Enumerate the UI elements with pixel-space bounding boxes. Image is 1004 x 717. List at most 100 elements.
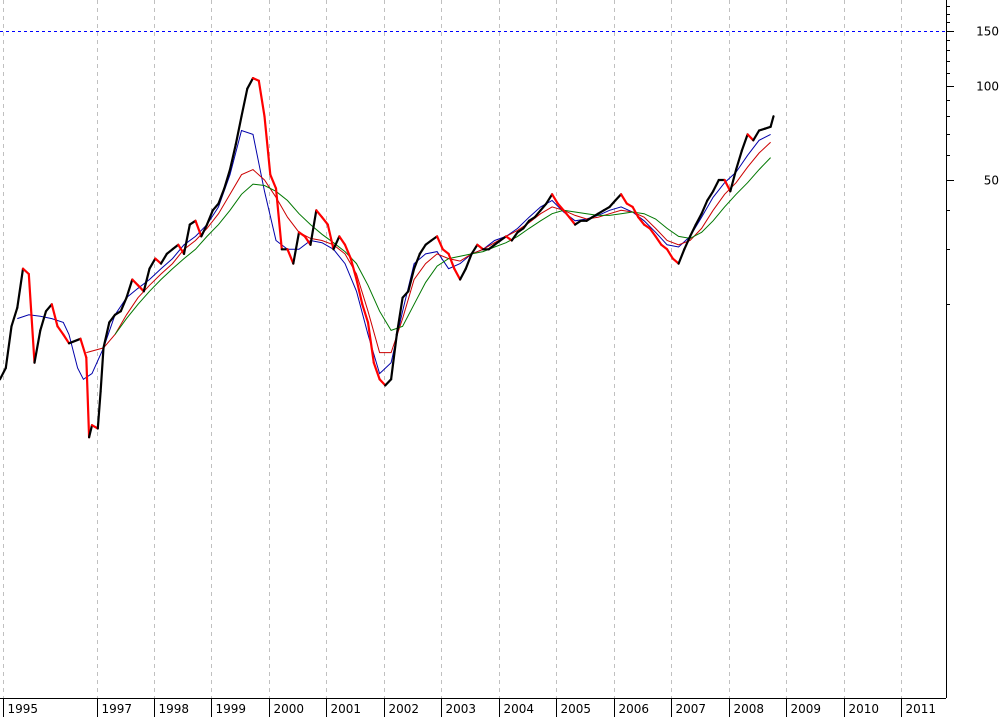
- price-segment: [194, 219, 203, 238]
- price-segment: [292, 231, 301, 265]
- price-segment: [263, 115, 272, 176]
- x-tick-label: 2007: [676, 702, 707, 716]
- series-layer: [0, 76, 775, 439]
- price-segment: [654, 235, 663, 246]
- price-segment: [470, 243, 479, 255]
- price-segment: [447, 252, 456, 270]
- price-segment: [585, 216, 594, 222]
- price-segment: [0, 366, 7, 381]
- price-segment: [131, 278, 140, 287]
- price-segment: [729, 168, 738, 193]
- price-segment: [660, 243, 669, 251]
- price-segment: [366, 321, 375, 364]
- price-segment: [44, 303, 53, 313]
- price-segment: [671, 257, 680, 265]
- price-segment: [372, 361, 381, 381]
- price-segment: [165, 248, 174, 255]
- price-segment: [177, 243, 186, 255]
- price-segment: [286, 248, 295, 265]
- price-segment: [378, 378, 387, 387]
- price-segment: [297, 231, 306, 238]
- price-segment: [50, 303, 59, 328]
- price-segment: [390, 333, 398, 381]
- price-segment: [269, 173, 278, 190]
- price-segment: [395, 296, 404, 336]
- price-segment: [223, 168, 232, 190]
- y-tick-label: 50: [984, 174, 999, 188]
- x-tick-label: 2001: [331, 702, 362, 716]
- x-tick-label: 2002: [389, 702, 420, 716]
- price-segment: [723, 178, 732, 193]
- price-segment: [746, 133, 755, 142]
- price-segment: [246, 76, 255, 90]
- x-tick-label: 2010: [849, 702, 880, 716]
- price-segment: [384, 378, 393, 387]
- price-segment: [706, 190, 715, 202]
- price-segment: [136, 284, 145, 293]
- price-segment: [79, 337, 88, 359]
- x-tick-label: 2003: [446, 702, 477, 716]
- moving-average-short-line: [17, 129, 771, 381]
- price-segment: [453, 267, 462, 281]
- price-segment: [476, 243, 485, 251]
- moving-average-long-line: [114, 157, 771, 335]
- x-tick-label: 2000: [274, 702, 305, 716]
- x-tick-label: 2006: [619, 702, 650, 716]
- price-segment: [154, 257, 163, 265]
- price-segment: [21, 267, 30, 276]
- x-tick-label: 2009: [791, 702, 822, 716]
- price-segment: [240, 87, 249, 118]
- price-segment: [33, 329, 42, 364]
- price-segment: [487, 243, 496, 251]
- price-segment: [734, 149, 743, 171]
- y-tick-label: 150: [976, 25, 999, 39]
- price-segment: [361, 303, 370, 324]
- price-segment: [568, 216, 577, 226]
- price-segment: [413, 252, 421, 270]
- price-segment: [182, 223, 191, 255]
- price-segment: [257, 79, 266, 118]
- price-segment: [550, 193, 559, 205]
- grid-layer: [3, 0, 902, 698]
- price-segment: [217, 187, 226, 205]
- y-tick-label: 100: [976, 80, 999, 94]
- price-segment: [188, 219, 197, 226]
- price-segment: [740, 133, 749, 152]
- price-segment: [631, 205, 640, 219]
- price-segment: [608, 199, 617, 208]
- price-segment: [10, 306, 19, 328]
- price-segment: [355, 278, 364, 306]
- price-segment: [102, 321, 111, 349]
- price-segment: [315, 209, 324, 219]
- price-segment: [85, 356, 91, 439]
- price-segment: [522, 219, 531, 230]
- price-segment: [436, 235, 444, 251]
- price-segment: [464, 252, 473, 270]
- price-segment: [171, 243, 180, 251]
- price-segment: [320, 216, 329, 226]
- price-segment: [418, 243, 427, 255]
- price-segment: [119, 296, 128, 313]
- price-segment: [694, 212, 703, 226]
- price-segment: [67, 337, 82, 345]
- price-segment: [539, 202, 548, 212]
- price-segment: [332, 235, 341, 251]
- price-segment: [326, 223, 335, 251]
- moving-average-medium-line: [86, 141, 771, 354]
- price-segment: [234, 115, 243, 146]
- price-segment: [424, 239, 433, 246]
- x-tick-label: 1999: [216, 702, 247, 716]
- price-segment: [407, 267, 416, 293]
- price-segment: [4, 325, 13, 370]
- price-segment: [533, 209, 542, 219]
- price-segment: [499, 235, 508, 242]
- price-segment: [562, 209, 571, 219]
- price-segment: [62, 333, 71, 345]
- x-tick-label: 2008: [734, 702, 765, 716]
- price-segment: [602, 205, 611, 212]
- price-segment: [688, 223, 697, 238]
- price-segment: [516, 227, 525, 234]
- price-segment: [625, 202, 634, 208]
